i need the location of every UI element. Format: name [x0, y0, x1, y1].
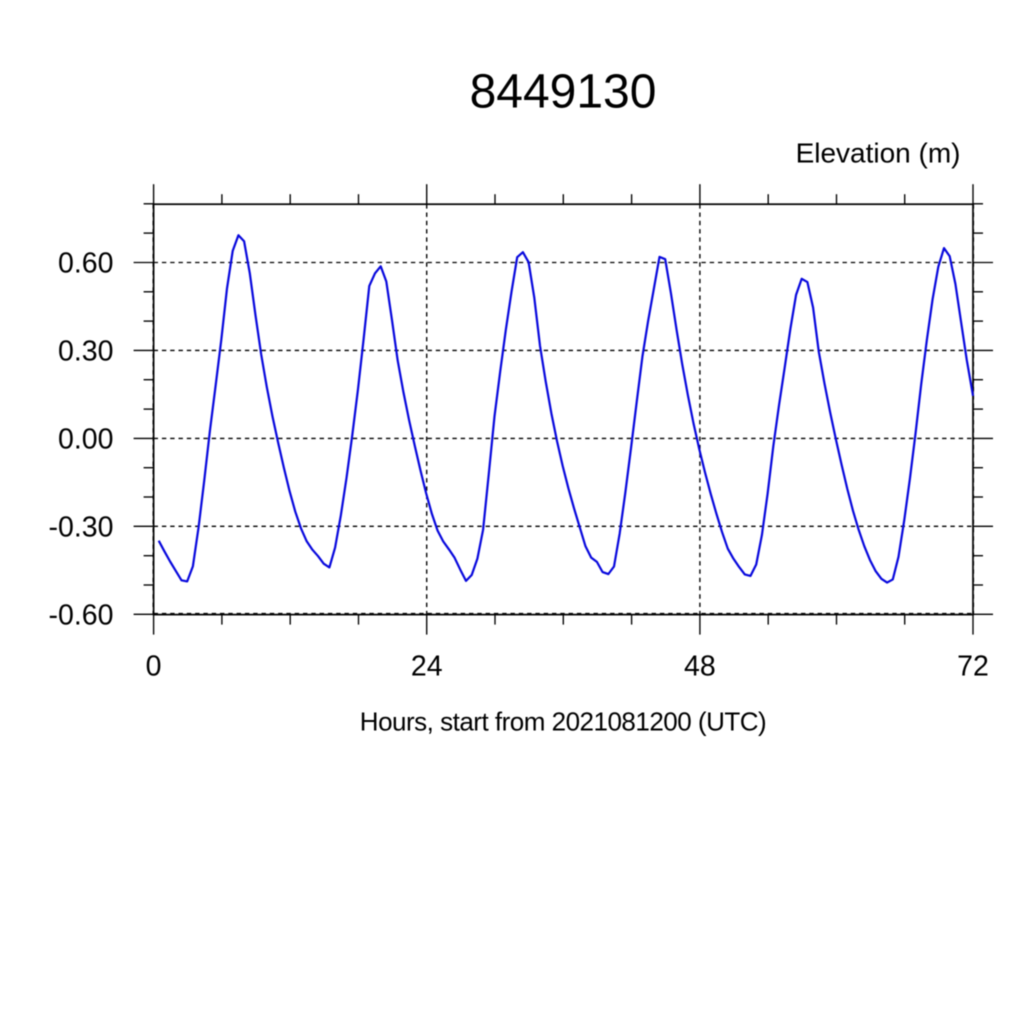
svg-text:0.30: 0.30 — [58, 335, 113, 367]
svg-text:8449130: 8449130 — [470, 66, 657, 119]
svg-text:48: 48 — [684, 650, 716, 682]
svg-text:0.60: 0.60 — [58, 248, 113, 280]
svg-text:72: 72 — [957, 650, 989, 682]
svg-text:Elevation (m): Elevation (m) — [796, 138, 961, 169]
svg-text:-0.30: -0.30 — [49, 511, 114, 543]
svg-text:24: 24 — [411, 650, 443, 682]
svg-text:0.00: 0.00 — [58, 423, 113, 455]
svg-text:Hours, start from 2021081200 (: Hours, start from 2021081200 (UTC) — [360, 706, 766, 736]
svg-text:-0.60: -0.60 — [49, 599, 114, 631]
svg-text:0: 0 — [146, 650, 162, 682]
